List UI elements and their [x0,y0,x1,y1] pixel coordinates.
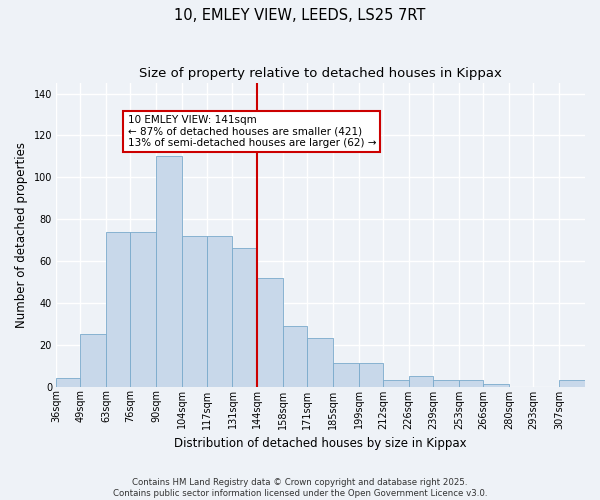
Text: Contains HM Land Registry data © Crown copyright and database right 2025.
Contai: Contains HM Land Registry data © Crown c… [113,478,487,498]
Bar [283,326,307,386]
Bar [206,236,232,386]
Bar [307,338,332,386]
Bar [559,380,585,386]
Bar [483,384,509,386]
Y-axis label: Number of detached properties: Number of detached properties [15,142,28,328]
Bar [80,334,106,386]
Bar [332,364,359,386]
Title: Size of property relative to detached houses in Kippax: Size of property relative to detached ho… [139,68,502,80]
Bar [409,376,433,386]
Bar [130,232,157,386]
Bar [359,364,383,386]
X-axis label: Distribution of detached houses by size in Kippax: Distribution of detached houses by size … [174,437,467,450]
Bar [257,278,283,386]
Bar [383,380,409,386]
Bar [157,156,182,386]
Text: 10, EMLEY VIEW, LEEDS, LS25 7RT: 10, EMLEY VIEW, LEEDS, LS25 7RT [175,8,425,22]
Bar [182,236,206,386]
Bar [232,248,257,386]
Bar [433,380,459,386]
Bar [459,380,483,386]
Bar [56,378,80,386]
Bar [106,232,130,386]
Text: 10 EMLEY VIEW: 141sqm
← 87% of detached houses are smaller (421)
13% of semi-det: 10 EMLEY VIEW: 141sqm ← 87% of detached … [128,115,376,148]
